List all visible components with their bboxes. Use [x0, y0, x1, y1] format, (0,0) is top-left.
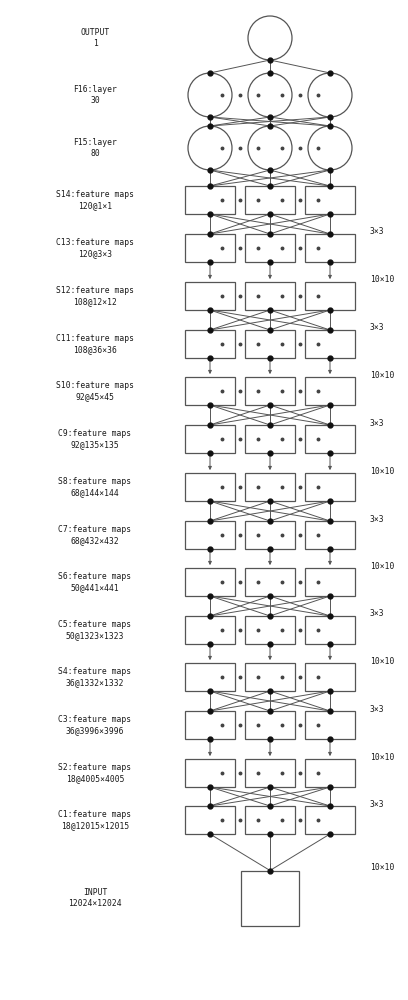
- Bar: [185, 806, 235, 834]
- Text: C11:feature maps
108@36×36: C11:feature maps 108@36×36: [56, 334, 134, 354]
- Text: S2:feature maps
18@4005×4005: S2:feature maps 18@4005×4005: [58, 763, 131, 783]
- Bar: [305, 186, 355, 214]
- Bar: [305, 663, 355, 691]
- Bar: [185, 759, 235, 787]
- Bar: [245, 568, 295, 596]
- Text: F16:layer
30: F16:layer 30: [73, 85, 117, 105]
- Text: 10×10: 10×10: [370, 371, 395, 380]
- Bar: [305, 377, 355, 405]
- Text: 10×10: 10×10: [370, 752, 395, 762]
- Bar: [245, 616, 295, 644]
- Text: C9:feature maps
92@135×135: C9:feature maps 92@135×135: [58, 429, 131, 449]
- Text: C1:feature maps
18@12015×12015: C1:feature maps 18@12015×12015: [58, 810, 131, 830]
- Text: C13:feature maps
120@3×3: C13:feature maps 120@3×3: [56, 238, 134, 258]
- Bar: [245, 330, 295, 358]
- Text: S14:feature maps
120@1×1: S14:feature maps 120@1×1: [56, 190, 134, 210]
- Bar: [305, 759, 355, 787]
- Circle shape: [188, 126, 232, 170]
- Bar: [305, 473, 355, 501]
- Bar: [305, 568, 355, 596]
- Bar: [241, 870, 299, 926]
- Circle shape: [188, 73, 232, 117]
- Bar: [185, 330, 235, 358]
- Bar: [185, 186, 235, 214]
- Bar: [245, 759, 295, 787]
- Bar: [185, 521, 235, 549]
- Text: C3:feature maps
36@3996×3996: C3:feature maps 36@3996×3996: [58, 715, 131, 735]
- Text: S8:feature maps
68@144×144: S8:feature maps 68@144×144: [58, 477, 131, 497]
- Bar: [305, 806, 355, 834]
- Text: 10×10: 10×10: [370, 466, 395, 476]
- Bar: [185, 616, 235, 644]
- Bar: [245, 282, 295, 310]
- Bar: [305, 616, 355, 644]
- Text: INPUT
12024×12024: INPUT 12024×12024: [68, 888, 122, 908]
- Bar: [245, 186, 295, 214]
- Circle shape: [248, 73, 292, 117]
- Circle shape: [248, 126, 292, 170]
- Bar: [185, 282, 235, 310]
- Text: 3×3: 3×3: [370, 800, 385, 809]
- Bar: [245, 234, 295, 262]
- Bar: [305, 521, 355, 549]
- Circle shape: [308, 73, 352, 117]
- Text: 3×3: 3×3: [370, 514, 385, 524]
- Text: F15:layer
80: F15:layer 80: [73, 138, 117, 158]
- Text: 3×3: 3×3: [370, 609, 385, 618]
- Text: 3×3: 3×3: [370, 228, 385, 236]
- Bar: [245, 711, 295, 739]
- Bar: [185, 473, 235, 501]
- Bar: [185, 377, 235, 405]
- Bar: [185, 568, 235, 596]
- Text: 3×3: 3×3: [370, 418, 385, 428]
- Bar: [245, 806, 295, 834]
- Text: S4:feature maps
36@1332×1332: S4:feature maps 36@1332×1332: [58, 667, 131, 687]
- Bar: [185, 234, 235, 262]
- Text: S10:feature maps
92@45×45: S10:feature maps 92@45×45: [56, 381, 134, 401]
- Bar: [305, 711, 355, 739]
- Text: OUTPUT
1: OUTPUT 1: [80, 28, 110, 48]
- Circle shape: [308, 126, 352, 170]
- Circle shape: [248, 16, 292, 60]
- Bar: [185, 425, 235, 453]
- Text: 3×3: 3×3: [370, 704, 385, 714]
- Bar: [185, 663, 235, 691]
- Text: S12:feature maps
108@12×12: S12:feature maps 108@12×12: [56, 286, 134, 306]
- Text: S6:feature maps
50@441×441: S6:feature maps 50@441×441: [58, 572, 131, 592]
- Bar: [245, 473, 295, 501]
- Text: C7:feature maps
68@432×432: C7:feature maps 68@432×432: [58, 525, 131, 545]
- Bar: [245, 425, 295, 453]
- Text: C5:feature maps
50@1323×1323: C5:feature maps 50@1323×1323: [58, 620, 131, 640]
- Bar: [305, 282, 355, 310]
- Bar: [185, 711, 235, 739]
- Text: 10×10: 10×10: [370, 562, 395, 571]
- Text: 10×10: 10×10: [370, 862, 395, 871]
- Bar: [305, 330, 355, 358]
- Bar: [305, 425, 355, 453]
- Bar: [245, 663, 295, 691]
- Text: 10×10: 10×10: [370, 657, 395, 666]
- Bar: [245, 377, 295, 405]
- Text: 10×10: 10×10: [370, 275, 395, 284]
- Bar: [245, 521, 295, 549]
- Text: 3×3: 3×3: [370, 324, 385, 332]
- Bar: [305, 234, 355, 262]
